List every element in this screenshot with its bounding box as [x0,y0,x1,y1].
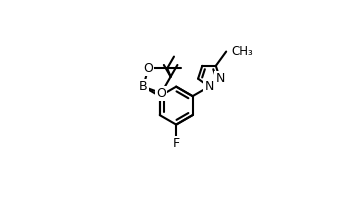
Text: B: B [139,80,148,93]
Text: N: N [204,80,214,93]
Text: O: O [143,62,153,75]
Text: N: N [215,72,225,85]
Text: F: F [173,137,180,150]
Text: CH₃: CH₃ [232,45,253,58]
Text: O: O [156,87,166,100]
